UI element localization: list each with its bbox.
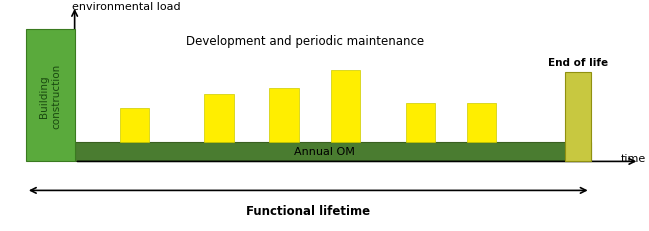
Bar [269,89,299,142]
Text: Functional lifetime: Functional lifetime [246,204,371,217]
Bar [120,109,149,142]
Bar [406,104,435,142]
Text: time: time [620,153,646,163]
Text: Development and periodic maintenance: Development and periodic maintenance [186,35,424,48]
Text: End of life: End of life [548,58,607,68]
Bar [331,70,360,142]
Bar [467,104,496,142]
Bar [565,73,591,162]
Bar [26,30,75,162]
Bar [204,95,234,142]
Text: Building
construction: Building construction [40,63,61,128]
Bar [75,142,591,162]
Text: environmental load: environmental load [72,2,181,12]
Text: Annual OM: Annual OM [294,146,355,156]
